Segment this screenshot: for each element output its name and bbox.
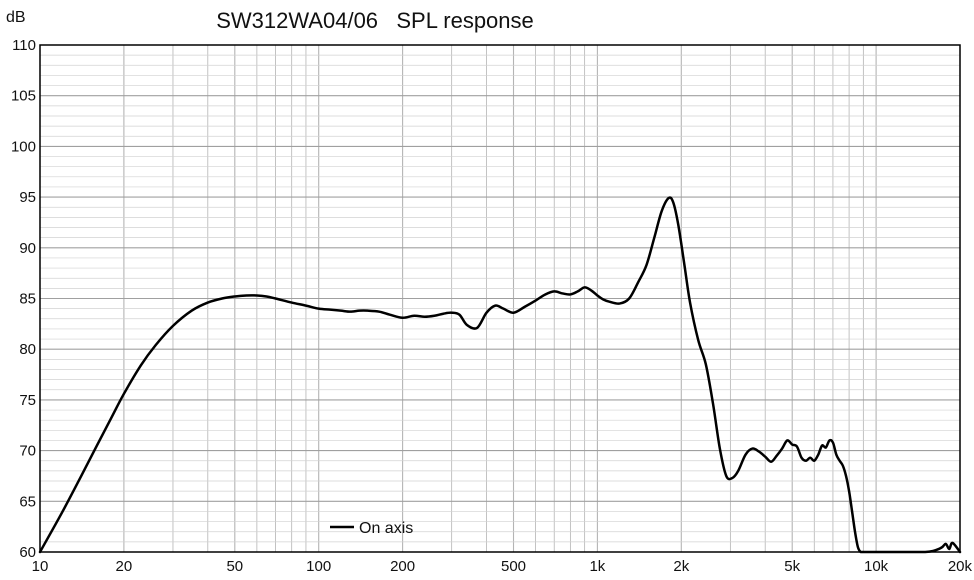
- x-tick-label: 200: [390, 558, 415, 575]
- y-tick-label: 95: [19, 189, 36, 206]
- y-axis-tick-labels: 60 65 70 75 80 85 90 95 100 105 110: [11, 37, 36, 561]
- y-tick-label: 65: [19, 493, 36, 510]
- x-tick-label: 10k: [864, 558, 889, 575]
- y-tick-label: 100: [11, 138, 36, 155]
- plot-frame: [39, 44, 961, 553]
- y-axis-unit-label: dB: [6, 9, 26, 26]
- y-tick-label: 75: [19, 392, 36, 409]
- y-tick-label: 90: [19, 240, 36, 257]
- legend-label-on-axis: On axis: [359, 520, 413, 537]
- x-tick-label: 500: [501, 558, 526, 575]
- major-grid: [40, 44, 960, 553]
- y-tick-label: 70: [19, 443, 36, 460]
- x-tick-label: 10: [32, 558, 49, 575]
- x-tick-label: 50: [226, 558, 243, 575]
- x-tick-label: 20k: [948, 558, 973, 575]
- y-tick-label: 60: [19, 544, 36, 561]
- x-tick-label: 5k: [784, 558, 800, 575]
- y-tick-label: 80: [19, 341, 36, 358]
- x-axis-tick-labels: 10 20 50 100 200 500 1k 2k 5k 10k 20k: [32, 558, 973, 575]
- y-tick-label: 110: [12, 37, 36, 54]
- chart-title: SW312WA04/06 SPL response: [216, 8, 534, 33]
- x-tick-label: 20: [116, 558, 133, 575]
- legend: On axis: [330, 520, 413, 537]
- series-line-on-axis: [38, 196, 962, 554]
- y-tick-label: 85: [19, 291, 36, 308]
- x-tick-label: 1k: [589, 558, 605, 575]
- y-tick-label: 105: [11, 88, 36, 105]
- x-tick-label: 2k: [673, 558, 689, 575]
- x-tick-label: 100: [306, 558, 331, 575]
